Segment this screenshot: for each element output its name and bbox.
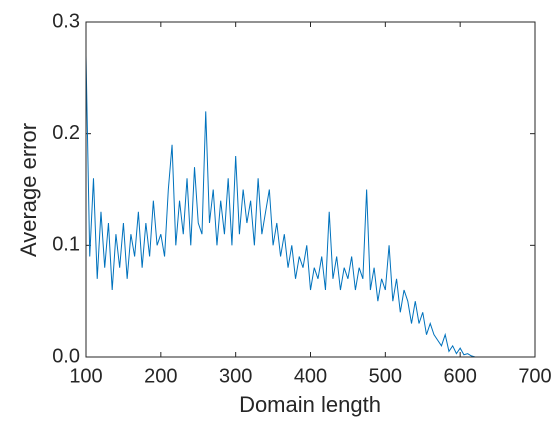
x-axis-label: Domain length [239,392,381,417]
y-tick-label: 0.0 [52,345,80,367]
y-tick-label: 0.1 [52,234,80,256]
data-line [85,55,535,358]
x-tick-label: 400 [294,365,327,387]
y-tick-label: 0.3 [52,10,80,32]
plot-frame [85,21,536,358]
x-tick-label: 300 [219,365,252,387]
y-axis-label: Average error [16,123,41,257]
y-tick-label: 0.2 [52,122,80,144]
x-tick-label: 500 [369,365,402,387]
x-tick-label: 600 [443,365,476,387]
x-tick-label: 200 [144,365,177,387]
x-tick-label: 100 [69,365,102,387]
x-tick-label: 700 [518,365,551,387]
